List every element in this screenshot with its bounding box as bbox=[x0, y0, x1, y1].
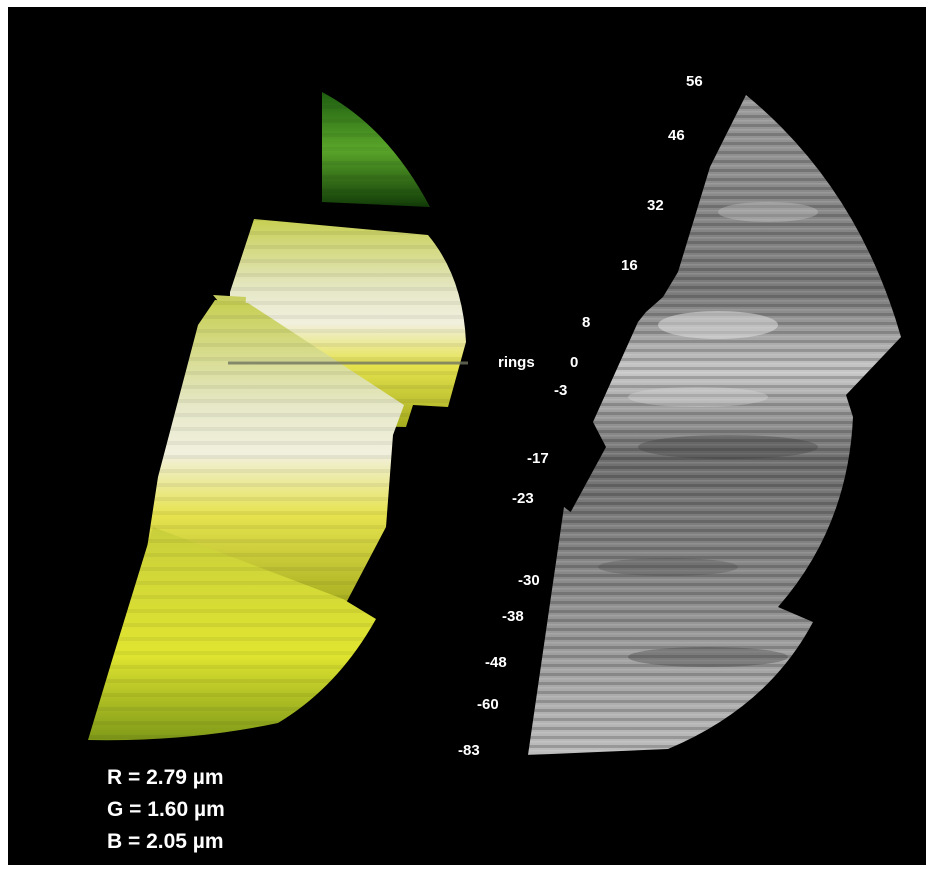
color-composite-panel bbox=[88, 92, 478, 752]
latitude-label-minus-38: -38 bbox=[502, 608, 524, 625]
red-channel-wavelength: R = 2.79 µm bbox=[107, 766, 224, 789]
latitude-label-16: 16 bbox=[621, 257, 638, 274]
latitude-label-46: 46 bbox=[668, 127, 685, 144]
image-frame: 56 46 32 16 8 rings 0 -3 -17 -23 -30 -38… bbox=[8, 7, 926, 865]
blue-channel-wavelength: B = 2.05 µm bbox=[107, 830, 224, 853]
latitude-label-minus-3: -3 bbox=[554, 382, 568, 399]
latitude-label-minus-23: -23 bbox=[512, 490, 534, 507]
latitude-label-minus-17: -17 bbox=[527, 450, 549, 467]
latitude-label-8: 8 bbox=[582, 314, 591, 331]
green-channel-wavelength: G = 1.60 µm bbox=[107, 798, 225, 821]
latitude-label-minus-30: -30 bbox=[518, 572, 540, 589]
latitude-label-56: 56 bbox=[686, 73, 703, 90]
latitude-label-minus-48: -48 bbox=[485, 654, 507, 671]
latitude-label-minus-83: -83 bbox=[458, 742, 480, 759]
grayscale-panel bbox=[528, 95, 901, 755]
latitude-label-32: 32 bbox=[647, 197, 664, 214]
latitude-label-0: 0 bbox=[570, 354, 579, 371]
saturn-mosaic bbox=[88, 92, 901, 755]
rings-label: rings bbox=[498, 354, 535, 371]
latitude-label-minus-60: -60 bbox=[477, 696, 499, 713]
